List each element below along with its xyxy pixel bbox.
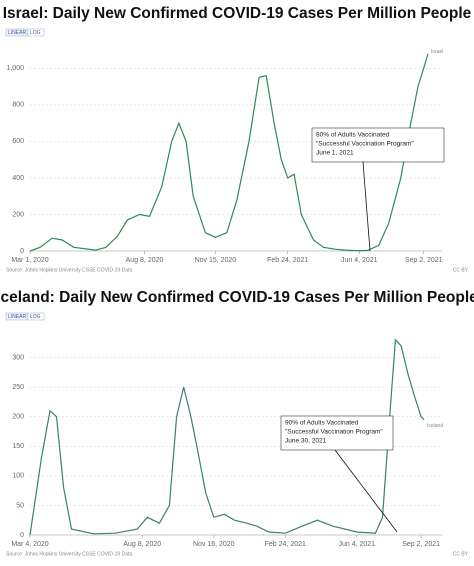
- series-line: [29, 53, 429, 252]
- y-tick-label: 250: [12, 384, 24, 391]
- x-tick-label: Feb 24, 2021: [267, 257, 308, 264]
- scale-button-label[interactable]: LINEAR: [8, 314, 26, 320]
- annotation-text: 80% of Adults Vaccinated: [316, 132, 390, 139]
- y-tick-label: 400: [12, 175, 24, 182]
- x-tick-label: Feb 24, 2021: [265, 541, 306, 548]
- scale-button-label[interactable]: LOG: [30, 30, 41, 36]
- y-tick-label: 150: [12, 443, 24, 450]
- series-label: Israel: [431, 49, 443, 55]
- license: CC BY: [453, 267, 469, 273]
- annotation-box: [311, 127, 445, 163]
- x-tick-label: Jun 4, 2021: [341, 257, 378, 264]
- annotation-text: "Successful Vaccination Program": [316, 141, 414, 148]
- annotation-box: [280, 415, 394, 451]
- scale-button[interactable]: [27, 28, 45, 37]
- y-tick-label: 300: [12, 354, 24, 361]
- x-tick-label: Aug 8, 2020: [126, 257, 164, 264]
- x-tick-label: Aug 8, 2020: [123, 541, 161, 548]
- annotation-text: June 30, 2021: [285, 438, 327, 445]
- annotation-line: [334, 449, 398, 533]
- scale-button[interactable]: [27, 312, 45, 321]
- series-label: Iceland: [427, 423, 443, 429]
- x-tick-label: Jun 4, 2021: [338, 541, 375, 548]
- annotation-text: June 1, 2021: [316, 150, 354, 157]
- y-tick-label: 50: [16, 502, 24, 509]
- x-tick-label: Nov 16, 2020: [193, 541, 235, 548]
- x-tick-label: Sep 2, 2021: [402, 541, 440, 548]
- chart-title: Israel: Daily New Confirmed COVID-19 Cas…: [3, 5, 472, 22]
- scale-button[interactable]: [5, 28, 28, 37]
- license: CC BY: [453, 551, 469, 557]
- annotation-text: 90% of Adults Vaccinated: [285, 420, 359, 427]
- source: Source: Johns Hopkins University CSSE CO…: [6, 551, 132, 557]
- scale-button[interactable]: [5, 312, 28, 321]
- y-tick-label: 600: [12, 138, 24, 145]
- y-tick-label: 200: [12, 414, 24, 421]
- x-tick-label: Mar 1, 2020: [11, 257, 48, 264]
- y-tick-label: 1,000: [6, 65, 24, 72]
- x-tick-label: Nov 15, 2020: [195, 257, 237, 264]
- y-tick-label: 0: [20, 248, 24, 255]
- y-tick-label: 200: [12, 211, 24, 218]
- y-tick-label: 800: [12, 102, 24, 109]
- chart-title: Iceland: Daily New Confirmed COVID-19 Ca…: [0, 289, 474, 306]
- y-tick-label: 0: [20, 532, 24, 539]
- scale-button-label[interactable]: LOG: [30, 314, 41, 320]
- x-tick-label: Sep 2, 2021: [405, 257, 443, 264]
- annotation-line: [362, 161, 371, 252]
- source: Source: Johns Hopkins University CSSE CO…: [6, 267, 132, 273]
- annotation-text: "Successful Vaccination Program": [285, 429, 383, 436]
- scale-button-label[interactable]: LINEAR: [8, 30, 26, 36]
- y-tick-label: 100: [12, 473, 24, 480]
- x-tick-label: Mar 4, 2020: [11, 541, 48, 548]
